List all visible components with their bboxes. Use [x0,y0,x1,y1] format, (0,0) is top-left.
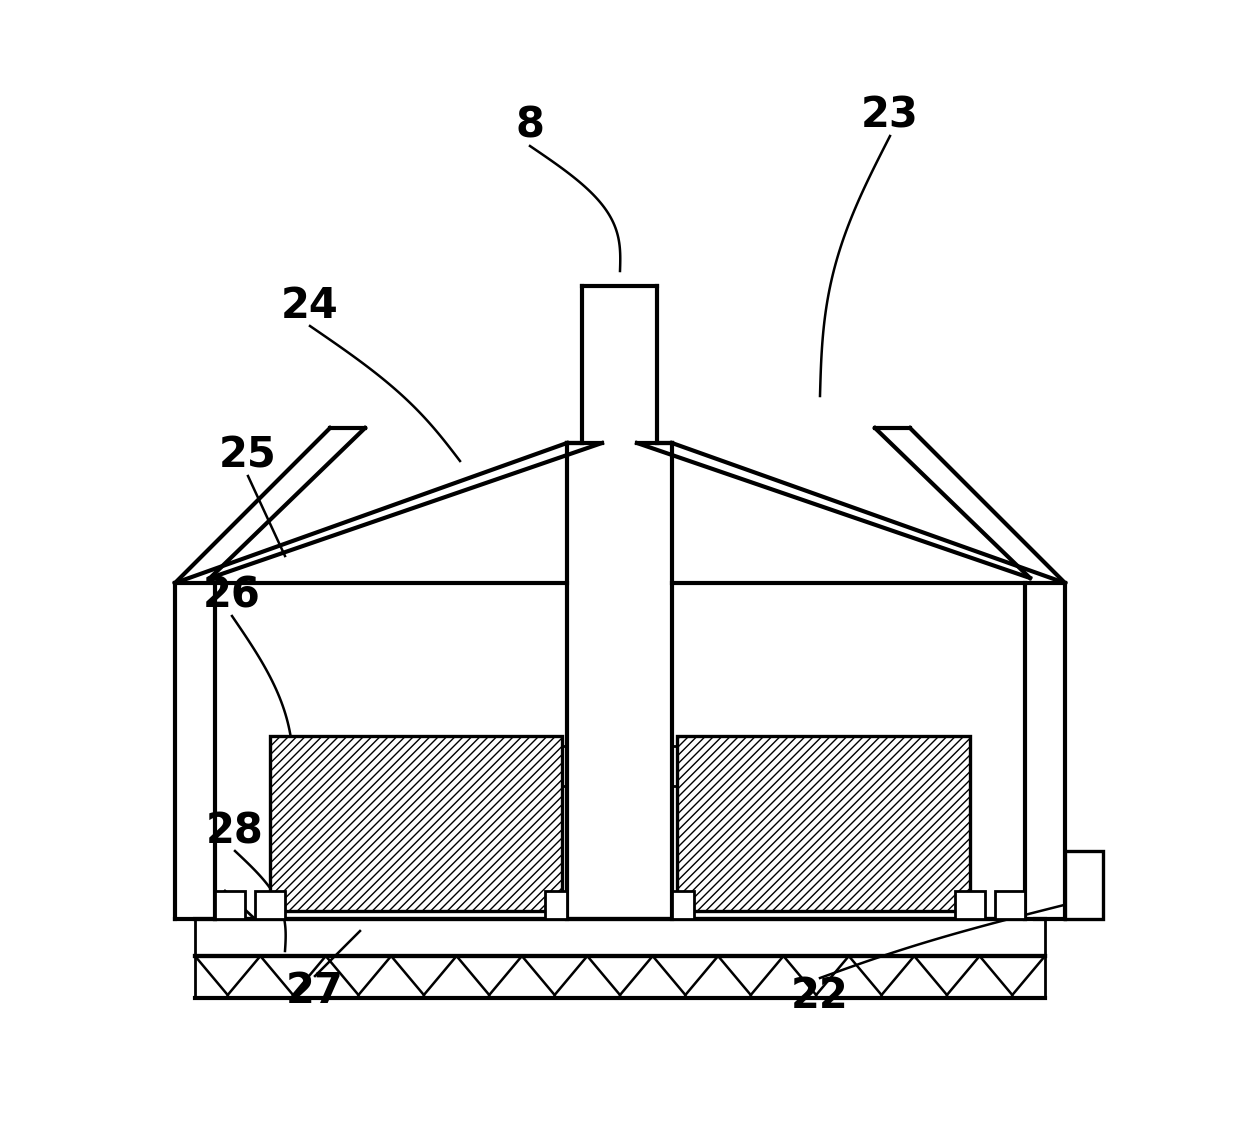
Bar [955,891,985,919]
Text: 27: 27 [286,969,343,1012]
Bar [215,891,246,919]
Bar [270,736,562,911]
Bar [994,891,1025,919]
Text: 23: 23 [861,95,919,137]
Bar [546,891,567,919]
Text: 24: 24 [281,285,339,327]
Bar [1065,851,1104,919]
Text: 26: 26 [203,575,260,617]
Text: 8: 8 [516,105,544,148]
Bar [677,736,970,911]
Text: 25: 25 [219,435,277,477]
Text: 28: 28 [206,810,264,852]
Bar [672,891,694,919]
Bar [255,891,285,919]
Text: 22: 22 [791,975,849,1017]
